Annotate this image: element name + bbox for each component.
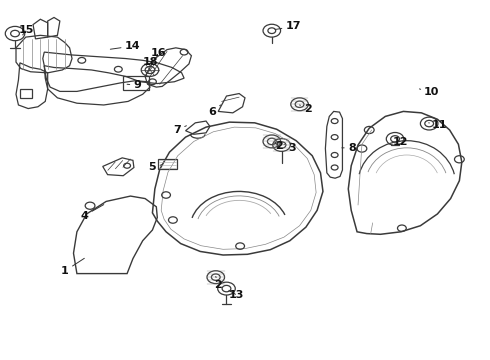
- Text: 3: 3: [284, 143, 296, 153]
- Text: 12: 12: [393, 138, 409, 148]
- Text: 9: 9: [127, 80, 142, 90]
- Text: 16: 16: [150, 48, 166, 58]
- Text: 1: 1: [61, 258, 84, 276]
- Text: 7: 7: [173, 125, 186, 135]
- Text: 2: 2: [299, 104, 312, 113]
- Text: 2: 2: [275, 141, 283, 151]
- Text: 2: 2: [214, 276, 222, 291]
- Text: 5: 5: [148, 162, 162, 172]
- Text: 18: 18: [142, 57, 158, 67]
- Text: 13: 13: [229, 290, 245, 300]
- Text: 8: 8: [342, 143, 356, 153]
- Text: 6: 6: [208, 105, 220, 117]
- Text: 10: 10: [419, 87, 439, 98]
- Text: 15: 15: [19, 25, 34, 35]
- Text: 14: 14: [110, 41, 141, 51]
- Text: 11: 11: [429, 120, 448, 130]
- Text: 17: 17: [275, 21, 301, 31]
- Text: 4: 4: [80, 204, 104, 221]
